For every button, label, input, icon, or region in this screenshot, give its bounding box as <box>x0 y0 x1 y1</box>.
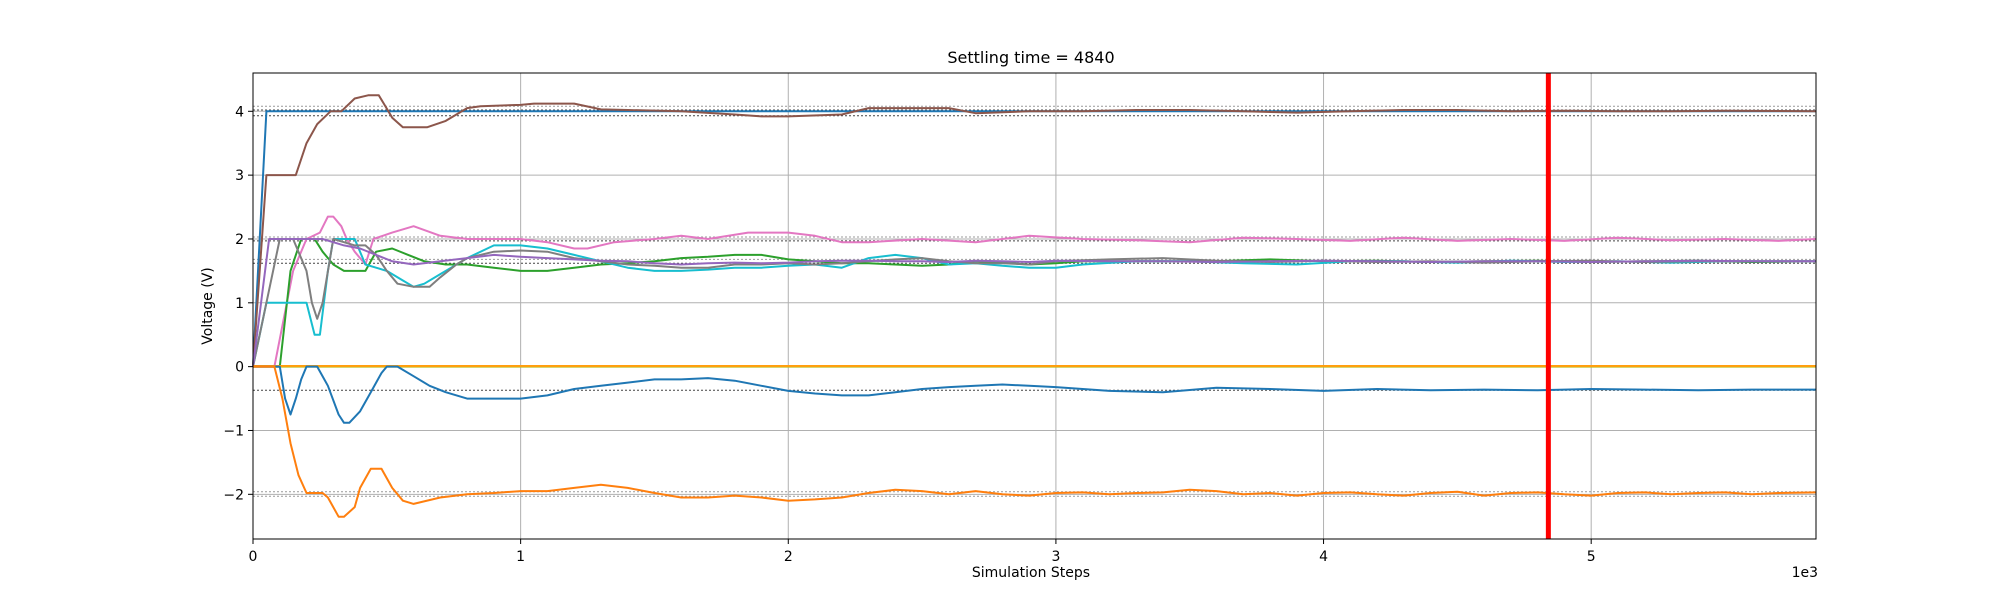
y-tick-label-3: 1 <box>235 296 244 312</box>
x-tick-label-5: 5 <box>1587 549 1596 565</box>
series-line-6 <box>252 238 1816 367</box>
axis-ticks: 0 1 2 3 4 5 −2 −1 0 1 2 3 4 <box>223 104 1595 565</box>
plot-frame <box>252 72 1817 540</box>
x-tick-label-2: 2 <box>784 549 793 565</box>
series-line-9 <box>253 365 1816 424</box>
y-tick-label-6: 4 <box>235 104 244 120</box>
x-axis-offset-label: 1e3 <box>1792 565 1818 581</box>
x-tick-label-1: 1 <box>516 549 525 565</box>
y-axis-label: Voltage (V) <box>200 267 216 344</box>
series-line-10 <box>253 365 1817 518</box>
x-tick-label-4: 4 <box>1319 549 1328 565</box>
grid-lines <box>252 73 1816 539</box>
series-lines <box>252 94 1817 518</box>
x-axis-label: Simulation Steps <box>972 565 1090 581</box>
x-tick-label-3: 3 <box>1051 549 1060 565</box>
reference-lines <box>253 105 1816 497</box>
series-line-1 <box>252 94 1817 367</box>
y-tick-label-4: 2 <box>235 232 244 248</box>
series-line-4 <box>252 238 1816 367</box>
x-tick-label-0: 0 <box>249 549 258 565</box>
y-tick-label-5: 3 <box>235 168 244 184</box>
y-tick-label-2: 0 <box>235 360 244 376</box>
y-tick-label-1: −1 <box>223 423 244 439</box>
chart-title: Settling time = 4840 <box>947 48 1114 67</box>
y-tick-label-0: −2 <box>223 487 244 503</box>
